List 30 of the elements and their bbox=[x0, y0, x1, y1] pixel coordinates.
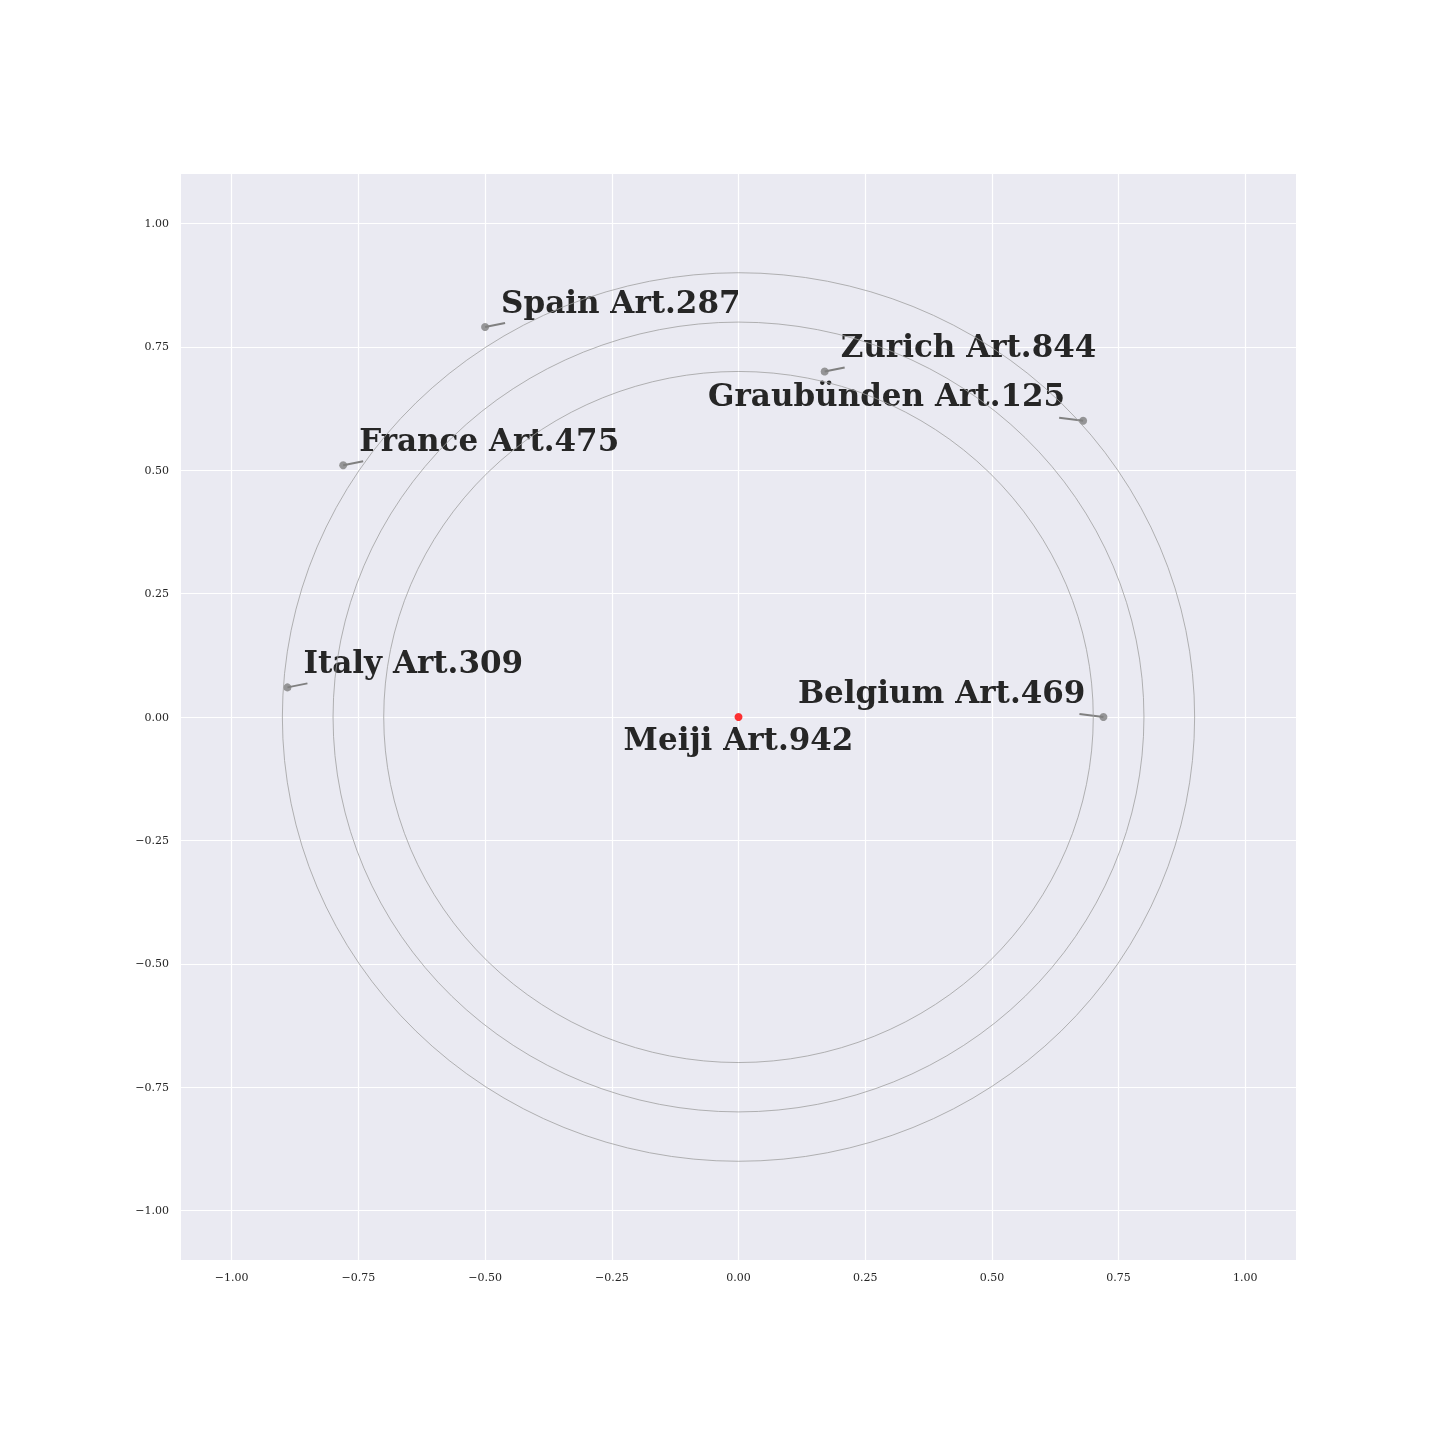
annotation: France Art.475 bbox=[359, 421, 620, 458]
y-tick-label: −0.25 bbox=[135, 833, 169, 847]
y-tick-label: 0.25 bbox=[144, 587, 169, 601]
x-tick-label: 0.00 bbox=[726, 1271, 751, 1284]
x-tick-label: −1.00 bbox=[214, 1271, 249, 1284]
annotation: Belgium Art.469 bbox=[797, 673, 1086, 710]
annotation: Graubünden Art.125 bbox=[708, 377, 1066, 414]
point bbox=[283, 683, 292, 692]
y-tick-label: 0.75 bbox=[144, 340, 169, 354]
annotation: Spain Art.287 bbox=[501, 283, 741, 320]
point bbox=[339, 461, 348, 470]
annotation: Meiji Art.942 bbox=[623, 720, 854, 757]
y-tick-label: −0.75 bbox=[135, 1080, 169, 1094]
y-tick-label: 0.00 bbox=[144, 710, 169, 724]
y-tick-label: 0.50 bbox=[144, 463, 169, 477]
x-tick-label: −0.25 bbox=[594, 1271, 629, 1284]
y-tick-label: −1.00 bbox=[135, 1204, 169, 1218]
x-tick-label: −0.75 bbox=[341, 1271, 376, 1284]
point bbox=[1099, 713, 1108, 721]
x-tick-label: 0.50 bbox=[979, 1271, 1005, 1284]
point bbox=[481, 323, 490, 332]
y-tick-label: 1.00 bbox=[144, 216, 169, 230]
x-tick-label: −0.50 bbox=[468, 1271, 502, 1284]
x-tick-label: 0.75 bbox=[1106, 1271, 1131, 1284]
point bbox=[820, 367, 829, 376]
annotation: Italy Art.309 bbox=[303, 643, 524, 680]
x-tick-label: 0.25 bbox=[852, 1271, 878, 1284]
annotation: Zurich Art.844 bbox=[840, 327, 1097, 364]
x-tick-label: 1.00 bbox=[1233, 1271, 1258, 1284]
y-tick-label: −0.50 bbox=[135, 957, 169, 971]
